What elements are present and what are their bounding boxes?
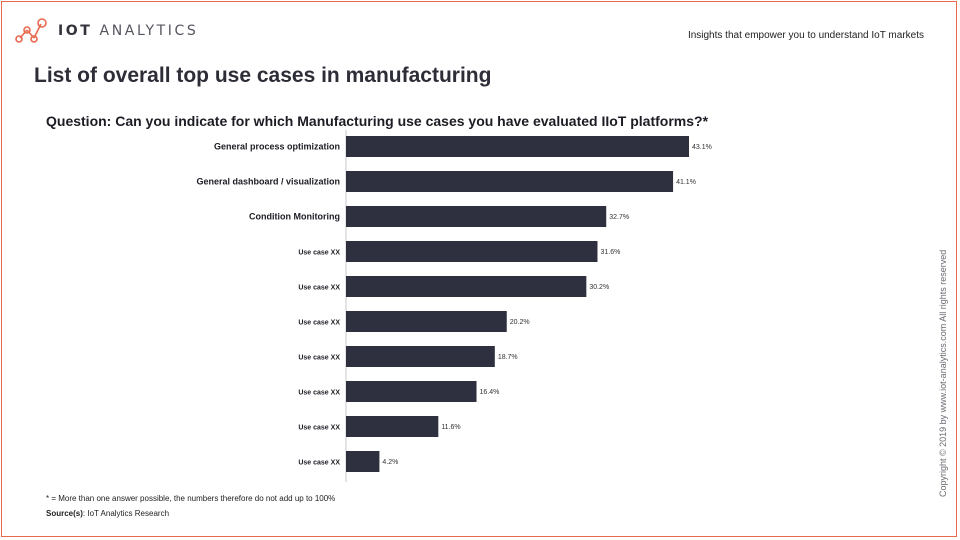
value-label-4: 31.6% bbox=[600, 249, 620, 256]
bar-9 bbox=[346, 416, 439, 437]
source-note: Source(s): IoT Analytics Research bbox=[46, 509, 170, 518]
category-label-6: Use case XX bbox=[298, 320, 340, 327]
survey-question: Question: Can you indicate for which Man… bbox=[46, 113, 709, 129]
bar-8 bbox=[346, 381, 477, 402]
tagline: Insights that empower you to understand … bbox=[687, 30, 924, 41]
category-label-7: Use case XX bbox=[298, 355, 340, 362]
value-label-5: 30.2% bbox=[589, 284, 609, 291]
category-label-5: Use case XX bbox=[298, 285, 340, 292]
value-label-7: 18.7% bbox=[498, 354, 518, 361]
bar-4 bbox=[346, 241, 598, 262]
value-label-9: 11.6% bbox=[441, 424, 460, 431]
value-label-3: 32.7% bbox=[609, 214, 629, 221]
bar-1 bbox=[346, 136, 689, 157]
footnote: * = More than one answer possible, the n… bbox=[46, 494, 336, 503]
bar-3 bbox=[346, 206, 607, 227]
category-label-10: Use case XX bbox=[298, 460, 340, 467]
value-label-2: 41.1% bbox=[676, 179, 696, 186]
category-label-2: General dashboard / visualization bbox=[196, 177, 340, 187]
category-label-4: Use case XX bbox=[298, 250, 340, 257]
category-label-9: Use case XX bbox=[298, 425, 340, 432]
page-title: List of overall top use cases in manufac… bbox=[34, 64, 492, 87]
bar-7 bbox=[346, 346, 495, 367]
bar-10 bbox=[346, 451, 380, 472]
value-label-1: 43.1% bbox=[692, 144, 712, 151]
bar-6 bbox=[346, 311, 507, 332]
value-label-10: 4.2% bbox=[382, 459, 398, 466]
category-label-3: Condition Monitoring bbox=[249, 212, 340, 222]
brand-logo: IOT ANALYTICS bbox=[14, 16, 198, 46]
copyright-notice: Copyright © 2019 by www.iot-analytics.co… bbox=[938, 249, 948, 497]
value-label-8: 16.4% bbox=[480, 389, 500, 396]
category-label-8: Use case XX bbox=[298, 390, 340, 397]
value-label-6: 20.2% bbox=[510, 319, 530, 326]
network-nodes-icon bbox=[15, 18, 47, 43]
bar-2 bbox=[346, 171, 674, 192]
category-label-1: General process optimization bbox=[214, 142, 340, 152]
bar-5 bbox=[346, 276, 587, 297]
brand-name: IOT ANALYTICS bbox=[58, 23, 199, 39]
bar-chart: General process optimization 43.1% General… bbox=[196, 130, 712, 482]
